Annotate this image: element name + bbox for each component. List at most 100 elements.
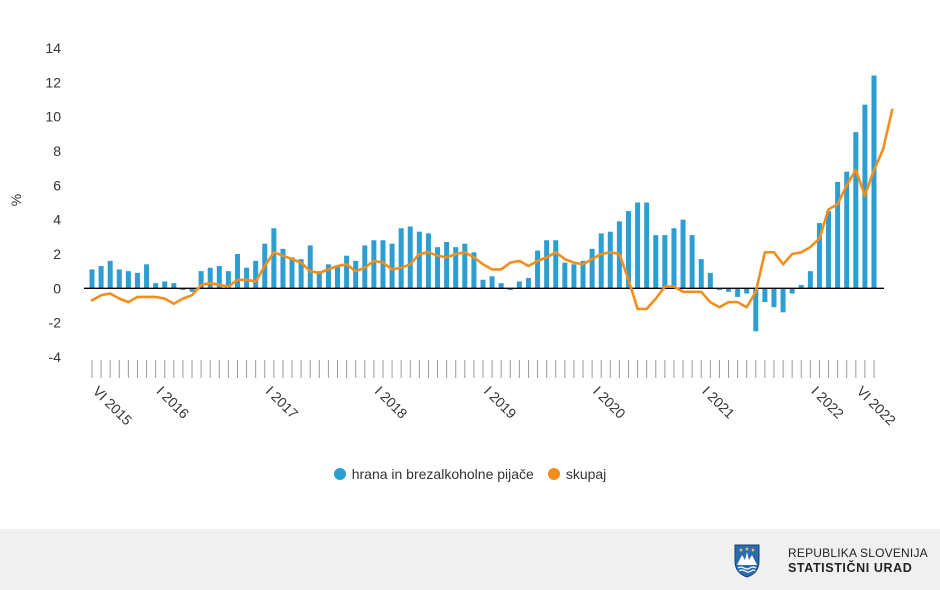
bar [198, 271, 204, 289]
x-tick-label: I 2017 [263, 383, 302, 422]
bar [162, 281, 168, 289]
bar [826, 211, 832, 289]
bar [753, 288, 759, 332]
bar [325, 264, 331, 289]
bar [225, 271, 231, 289]
legend-marker-food [333, 468, 346, 480]
bar [671, 228, 677, 289]
bar [298, 259, 304, 289]
x-axis-labels: VI 2015 I 2016 I 2017 I 2018 I 2019 I 2020 I 2… [90, 383, 899, 429]
bar [407, 226, 413, 289]
bar [416, 231, 422, 289]
line-series [90, 108, 894, 311]
bar [735, 288, 741, 297]
bar [144, 264, 150, 289]
bar [853, 132, 859, 289]
y-tick-label: 4 [53, 212, 61, 228]
bar [107, 260, 113, 289]
bar [480, 279, 486, 289]
bar [798, 284, 804, 289]
y-tick-label: -4 [49, 349, 62, 365]
bar [698, 259, 704, 289]
y-tick-label: 10 [45, 109, 61, 125]
bar [280, 248, 286, 289]
bar [389, 243, 395, 289]
bar [234, 254, 240, 289]
bar [471, 252, 477, 289]
legend-item-total[interactable]: skupaj [547, 466, 606, 482]
bar [216, 266, 222, 289]
bar [289, 257, 295, 289]
bar [125, 271, 131, 289]
bar [398, 228, 404, 289]
x-axis-ticks [91, 360, 875, 378]
legend: hrana in brezalkoholne pijače skupaj [0, 466, 940, 482]
bar [716, 288, 722, 291]
x-tick-label: I 2022 [808, 383, 847, 422]
x-tick-label: I 2018 [372, 383, 411, 422]
bar [498, 283, 504, 289]
y-tick-label: 8 [53, 143, 61, 159]
bar [771, 288, 777, 308]
bar [844, 171, 850, 289]
bar [689, 235, 695, 289]
chart-area: -4 -2 0 2 4 6 8 10 12 14 VI 2015 I 2016 I 2017 I 201… [8, 40, 899, 429]
y-tick-label: 14 [45, 40, 61, 56]
bar [371, 240, 377, 289]
bar [180, 288, 186, 291]
bar [207, 267, 213, 289]
y-tick-label: -2 [49, 315, 62, 331]
bar [789, 288, 795, 294]
bar [544, 240, 550, 289]
bar [535, 250, 541, 289]
coat-of-arms-logo [734, 544, 760, 578]
bar [507, 288, 513, 291]
x-tick-label: VI 2022 [854, 383, 900, 429]
bar [707, 272, 713, 289]
bar [462, 243, 468, 289]
bar [589, 248, 595, 289]
bar [444, 241, 450, 289]
y-tick-label: 6 [53, 177, 61, 193]
bar [516, 281, 522, 289]
bar [380, 240, 386, 289]
legend-item-food[interactable]: hrana in brezalkoholne pijače [333, 466, 534, 482]
bar [726, 288, 732, 292]
bar [598, 233, 604, 289]
organization-name: REPUBLIKA SLOVENIJA STATISTIČNI URAD [788, 546, 928, 577]
bar [244, 267, 250, 289]
organization-line2: STATISTIČNI URAD [788, 561, 913, 575]
bar [762, 288, 768, 303]
bar [562, 262, 568, 289]
organization-line1: REPUBLIKA SLOVENIJA [788, 546, 928, 560]
bar [680, 219, 686, 289]
bar [316, 271, 322, 289]
bar [89, 269, 95, 289]
bar [653, 235, 659, 289]
bar [353, 260, 359, 289]
y-tick-label: 2 [53, 246, 61, 262]
bar [171, 283, 177, 289]
bar-series [89, 75, 877, 332]
bar [835, 181, 841, 289]
bar [644, 202, 650, 289]
bar [189, 288, 195, 292]
bar [98, 266, 104, 289]
bar [525, 278, 531, 289]
bar [271, 228, 277, 289]
bar [625, 211, 631, 289]
y-axis: -4 -2 0 2 4 6 8 10 12 14 [45, 40, 61, 365]
footer: REPUBLIKA SLOVENIJA STATISTIČNI URAD [0, 529, 940, 590]
bar [744, 288, 750, 294]
bar [435, 247, 441, 289]
bar [153, 283, 159, 289]
bar [607, 231, 613, 289]
bar [780, 288, 786, 313]
bar [635, 202, 641, 289]
bar [307, 245, 313, 289]
x-tick-label: I 2016 [154, 383, 193, 422]
y-tick-label: 12 [45, 74, 61, 90]
bar [425, 233, 431, 289]
bar [571, 264, 577, 289]
bar [553, 240, 559, 289]
